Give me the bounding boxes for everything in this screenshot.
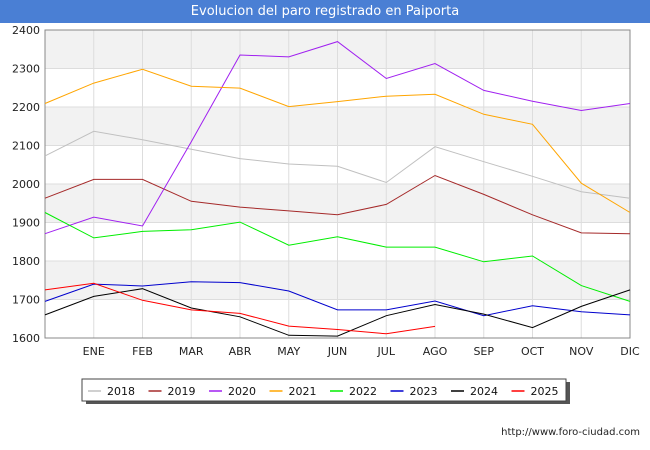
x-tick-label: MAR <box>179 345 204 358</box>
legend-label-2023: 2023 <box>410 385 438 398</box>
plot-frame <box>44 29 631 339</box>
series-line-2022 <box>44 212 631 302</box>
legend-label-2021: 2021 <box>289 385 317 398</box>
series-line-2020 <box>44 41 631 235</box>
legend-label-2018: 2018 <box>107 385 135 398</box>
x-tick-label: ENE <box>83 345 105 358</box>
x-tick-label: OCT <box>521 345 544 358</box>
x-tick-label: SEP <box>473 345 494 358</box>
series-line-2019 <box>44 174 631 235</box>
series-line-2025 <box>44 282 436 335</box>
x-tick-label: JUL <box>377 345 396 358</box>
y-tick-label: 1800 <box>12 255 40 268</box>
grid-lines <box>45 29 631 339</box>
x-tick-label: JUN <box>327 345 348 358</box>
y-tick-label: 1700 <box>12 294 40 307</box>
y-tick-label: 2300 <box>12 63 40 76</box>
series-line-2023 <box>44 281 631 317</box>
y-tick-label: 1600 <box>12 332 40 345</box>
legend-label-2025: 2025 <box>531 385 559 398</box>
y-tick-label: 1900 <box>12 217 40 230</box>
x-axis-ticks: ENE FEB MAR ABR MAY JUN JUL AGO SEP OCT NOV DIC <box>83 345 640 358</box>
x-tick-label: ABR <box>229 345 252 358</box>
x-tick-label: MAY <box>277 345 300 358</box>
legend-label-2020: 2020 <box>228 385 256 398</box>
y-tick-label: 2200 <box>12 101 40 114</box>
series-lines <box>44 41 631 337</box>
legend: 2018 2019 2020 2021 2022 2023 2024 2025 <box>81 378 570 404</box>
x-tick-label: FEB <box>132 345 153 358</box>
legend-label-2019: 2019 <box>168 385 196 398</box>
series-line-2018 <box>44 130 631 199</box>
x-tick-label: DIC <box>620 345 640 358</box>
x-tick-label: AGO <box>423 345 448 358</box>
legend-label-2022: 2022 <box>349 385 377 398</box>
legend-box <box>81 378 567 402</box>
series-line-2021 <box>44 68 631 213</box>
y-tick-label: 2000 <box>12 178 40 191</box>
y-tick-label: 2100 <box>12 140 40 153</box>
series-line-2024 <box>44 288 631 337</box>
chart-title: Evolucion del paro registrado en Paiport… <box>0 0 650 23</box>
legend-label-2024: 2024 <box>470 385 498 398</box>
x-tick-label: NOV <box>569 345 594 358</box>
footer-url: http://www.foro-ciudad.com <box>501 427 640 438</box>
y-axis-ticks: 1600 1700 1800 1900 2000 2100 2200 2300 2400 <box>12 24 40 345</box>
y-tick-label: 2400 <box>12 24 40 37</box>
